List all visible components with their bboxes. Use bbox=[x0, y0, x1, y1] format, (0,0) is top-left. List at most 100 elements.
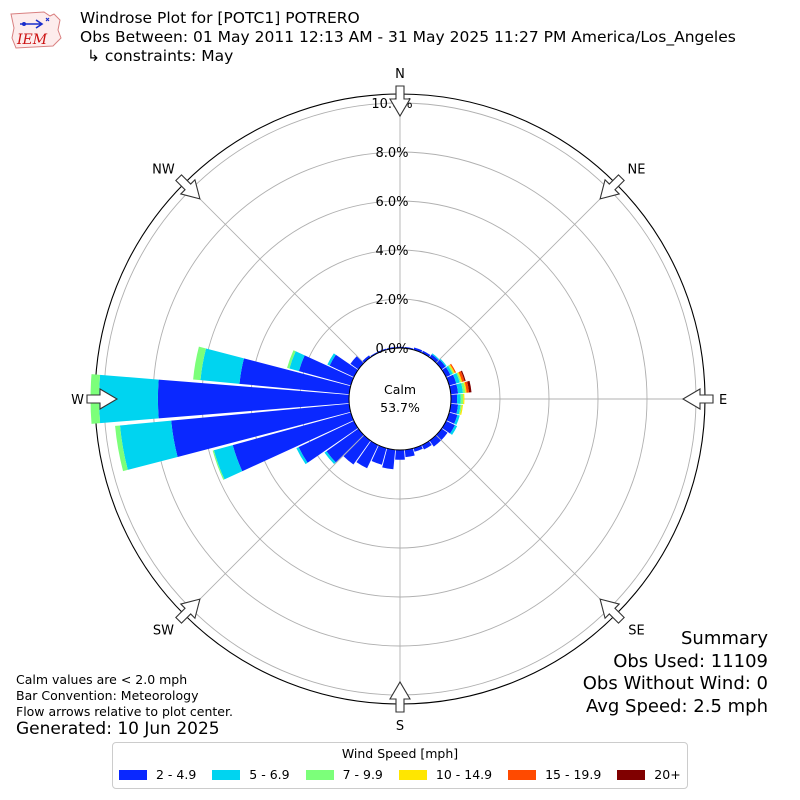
wind-bar-segment bbox=[343, 435, 371, 465]
legend-label: 5 - 6.9 bbox=[249, 767, 290, 782]
direction-label: N bbox=[395, 67, 405, 82]
radial-tick-label: 6.0% bbox=[375, 195, 408, 210]
wind-bar-segment bbox=[356, 440, 379, 469]
windrose-bars bbox=[90, 346, 472, 480]
flow-arrow-icon bbox=[175, 174, 201, 200]
summary-obs-used: Obs Used: 11109 bbox=[613, 650, 768, 672]
wind-bar-segment bbox=[395, 449, 405, 460]
legend-swatch bbox=[212, 769, 241, 780]
wind-bar-segment bbox=[157, 379, 350, 419]
direction-label: SW bbox=[153, 624, 174, 639]
legend-swatch bbox=[617, 769, 646, 780]
wind-bar-segment bbox=[456, 404, 461, 415]
legend-item: 20+ bbox=[617, 767, 681, 782]
wind-bar-segment bbox=[449, 403, 459, 414]
wind-bar-segment bbox=[382, 448, 396, 470]
legend-label: 20+ bbox=[654, 767, 681, 782]
flow-arrow-shape bbox=[599, 174, 625, 200]
summary-box: Summary Obs Used: 11109 Obs Without Wind… bbox=[583, 628, 768, 718]
summary-avg-speed: Avg Speed: 2.5 mph bbox=[586, 695, 768, 717]
wind-bar-segment bbox=[212, 450, 225, 480]
wind-bar-segment bbox=[193, 346, 207, 381]
calm-label: Calm bbox=[384, 382, 416, 397]
wind-bar-segment bbox=[115, 425, 128, 472]
wind-bar-segment bbox=[327, 353, 336, 366]
flow-arrow-icon bbox=[681, 388, 714, 410]
radial-tick-label: 4.0% bbox=[375, 244, 408, 259]
wind-bar-segment bbox=[429, 354, 439, 363]
wind-bar-segment bbox=[329, 354, 359, 378]
wind-bar-segment bbox=[213, 445, 243, 480]
wind-bar-segment bbox=[413, 347, 423, 353]
flow-arrow-shape bbox=[681, 388, 714, 410]
legend-items: 2 - 4.9 5 - 6.9 7 - 9.9 10 - 14.9 15 - 1… bbox=[119, 767, 681, 782]
wind-bar-segment bbox=[461, 382, 466, 394]
wind-bar-segment bbox=[446, 365, 453, 376]
direction-label: S bbox=[396, 719, 404, 734]
flow-arrow-shape bbox=[86, 388, 119, 410]
wind-bar-segment bbox=[298, 355, 354, 386]
flow-arrow-shape bbox=[389, 85, 411, 118]
wind-bar-segment bbox=[460, 393, 464, 405]
calm-circle bbox=[348, 347, 452, 451]
wind-bar-segment bbox=[431, 353, 440, 361]
flow-arrow-shape bbox=[175, 174, 201, 200]
radial-tick-label: 8.0% bbox=[375, 146, 408, 161]
wind-bar-segment bbox=[413, 445, 423, 452]
radial-tick-label: 0.0% bbox=[375, 342, 408, 357]
wind-bar-segment bbox=[119, 420, 178, 470]
wind-bar-segment bbox=[436, 428, 448, 440]
wind-bar-segment bbox=[404, 448, 415, 458]
wind-bar-segment bbox=[287, 350, 296, 369]
direction-label: NE bbox=[628, 162, 646, 177]
flow-arrow-shape bbox=[175, 598, 201, 624]
radial-tick-labels: 0.0%2.0%4.0%6.0%8.0%10.0% bbox=[371, 97, 412, 357]
legend-title: Wind Speed [mph] bbox=[341, 746, 459, 761]
wind-bar-segment bbox=[289, 351, 305, 372]
legend-item: 5 - 6.9 bbox=[212, 767, 290, 782]
wind-bar-segment bbox=[464, 381, 470, 393]
wind-bar-segment bbox=[449, 364, 455, 374]
legend-item: 2 - 4.9 bbox=[119, 767, 196, 782]
wind-bar-segment bbox=[239, 358, 351, 395]
flow-arrow-shape bbox=[389, 680, 411, 713]
wind-bar-segment bbox=[449, 384, 459, 395]
wind-bar-segment bbox=[448, 365, 454, 374]
legend-swatch bbox=[398, 769, 427, 780]
wind-bar-segment bbox=[371, 445, 387, 465]
chart-header: Windrose Plot for [POTC1] POTRERO Obs Be… bbox=[80, 9, 736, 66]
wind-bar-segment bbox=[429, 435, 441, 447]
wind-bar-segment bbox=[456, 383, 463, 394]
wind-bar-segment bbox=[421, 440, 432, 450]
flow-arrow-icon bbox=[389, 680, 411, 713]
wind-bar-segment bbox=[200, 348, 244, 384]
legend-swatch bbox=[508, 769, 537, 780]
wind-bar-segment bbox=[453, 373, 460, 384]
wind-bar-segment bbox=[456, 372, 461, 383]
obs-period: Obs Between: 01 May 2011 12:13 AM - 31 M… bbox=[80, 28, 736, 46]
wind-bar-segment bbox=[450, 363, 457, 373]
flow-arrow-icon bbox=[599, 174, 625, 200]
chart-title: Windrose Plot for [POTC1] POTRERO bbox=[80, 9, 360, 27]
legend-item: 7 - 9.9 bbox=[305, 767, 383, 782]
wind-bar-segment bbox=[458, 371, 465, 382]
legend: Wind Speed [mph] 2 - 4.9 5 - 6.9 7 - 9.9… bbox=[112, 742, 688, 789]
legend-label: 2 - 4.9 bbox=[156, 767, 197, 782]
legend-item: 15 - 19.9 bbox=[508, 767, 601, 782]
legend-label: 15 - 19.9 bbox=[545, 767, 602, 782]
constraints: ↳ constraints: May bbox=[87, 47, 234, 65]
calm-circle-group: Calm 53.7% bbox=[348, 347, 452, 451]
wind-bar-segment bbox=[450, 394, 458, 404]
direction-label: E bbox=[719, 393, 727, 408]
legend-swatch bbox=[305, 769, 334, 780]
notes: Calm values are < 2.0 mph Bar Convention… bbox=[16, 672, 233, 720]
flow-arrow-shape bbox=[599, 598, 625, 624]
wind-bar-segment bbox=[441, 367, 451, 378]
wind-bar-segment bbox=[362, 355, 371, 363]
summary-obs-without-wind: Obs Without Wind: 0 bbox=[582, 673, 768, 694]
wind-bar-segment bbox=[421, 350, 431, 358]
radial-tick-label: 2.0% bbox=[375, 293, 408, 308]
direction-label: W bbox=[71, 393, 84, 408]
iem-logo: IEM bbox=[6, 8, 64, 50]
